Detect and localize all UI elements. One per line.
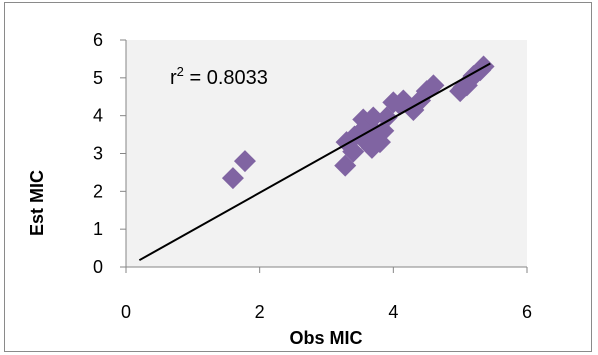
r-squared-value: = 0.8033 — [184, 67, 268, 89]
y-tick-label: 4 — [93, 106, 103, 126]
y-tick-label: 5 — [93, 68, 103, 88]
y-axis-ticks: 0 1 2 3 4 5 6 — [93, 30, 126, 277]
y-tick-label: 2 — [93, 181, 103, 201]
x-tick-label: 6 — [522, 302, 532, 322]
x-tick-label: 4 — [388, 302, 398, 322]
y-tick-label: 0 — [93, 257, 103, 277]
x-axis-ticks: 0 2 4 6 — [121, 267, 532, 322]
x-tick-label: 0 — [121, 302, 131, 322]
r-squared-exponent: 2 — [177, 64, 184, 79]
chart-frame: 0 2 4 6 0 1 2 3 4 5 6 Obs MIC Est MIC r2 = 0.8033 — [4, 2, 592, 352]
y-tick-label: 3 — [93, 144, 103, 164]
x-axis-title: Obs MIC — [289, 328, 362, 348]
x-tick-label: 2 — [255, 302, 265, 322]
y-axis-title: Est MIC — [27, 170, 47, 236]
r-squared-annotation: r2 = 0.8033 — [170, 64, 268, 89]
y-tick-label: 6 — [93, 30, 103, 50]
scatter-chart: 0 2 4 6 0 1 2 3 4 5 6 Obs MIC Est MIC r2 = 0.8033 — [5, 3, 593, 353]
y-tick-label: 1 — [93, 219, 103, 239]
